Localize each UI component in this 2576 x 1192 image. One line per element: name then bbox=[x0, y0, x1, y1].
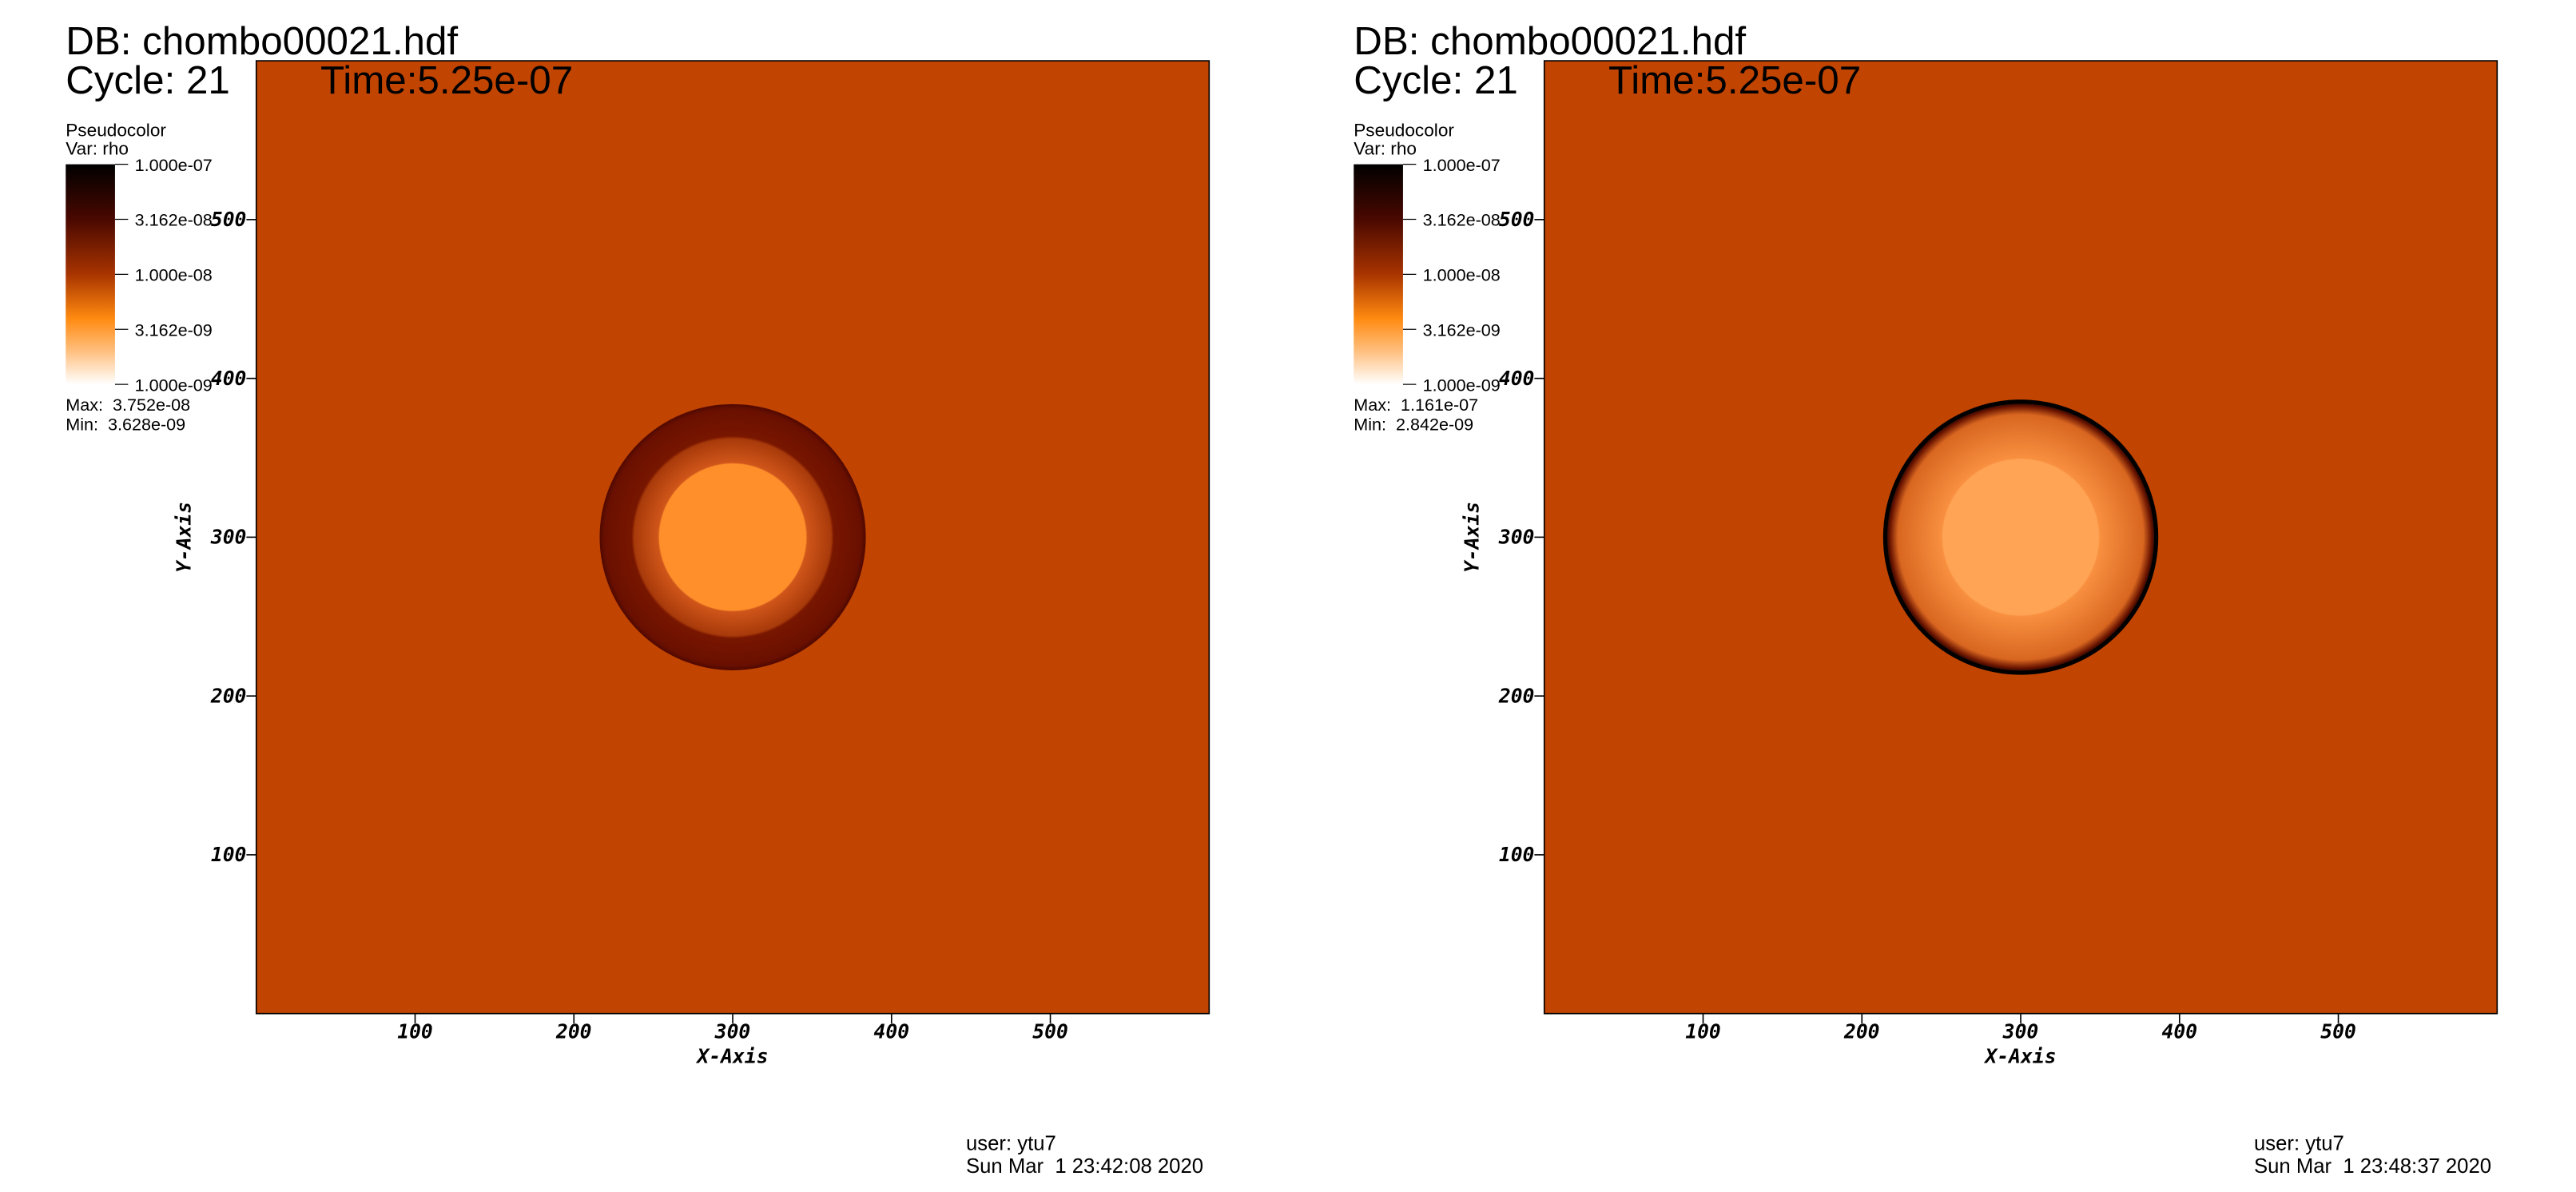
y-tick-label: 300 bbox=[210, 526, 247, 549]
time: Time:5.25e-07 bbox=[1608, 58, 1861, 102]
min-label: Min: 2.842e-09 bbox=[1354, 415, 1473, 435]
density-field bbox=[599, 403, 866, 670]
y-tick-label: 100 bbox=[1499, 843, 1535, 866]
y-tick-label: 200 bbox=[210, 684, 247, 707]
date-label: Sun Mar 1 23:48:37 2020 bbox=[2254, 1155, 2491, 1178]
panel: 100 200 300 400 500 100 200 300 400 500 X-Axis Y-Ax… bbox=[66, 19, 1210, 1178]
y-axis-label: Y-Axis bbox=[1461, 502, 1484, 573]
x-tick-label: 400 bbox=[874, 1020, 910, 1043]
colorbar-tick-label: 3.162e-08 bbox=[135, 210, 213, 230]
x-axis-label: X-Axis bbox=[695, 1044, 768, 1067]
date-label: Sun Mar 1 23:42:08 2020 bbox=[966, 1155, 1203, 1178]
x-tick-label: 300 bbox=[714, 1020, 751, 1043]
y-tick-label: 100 bbox=[211, 843, 247, 866]
x-tick-label: 200 bbox=[1843, 1020, 1880, 1043]
y-axis-label: Y-Axis bbox=[173, 502, 196, 573]
plot-label: Pseudocolor bbox=[66, 121, 166, 141]
cycle: Cycle: 21 bbox=[66, 58, 230, 102]
x-tick-label: 100 bbox=[397, 1020, 433, 1043]
panel: 100 200 300 400 500 100 200 300 400 500 X-Axis Y-Ax… bbox=[1354, 19, 2498, 1178]
y-tick-label: 300 bbox=[1498, 526, 1535, 549]
y-tick-label: 500 bbox=[211, 208, 247, 231]
var-label: Var: rho bbox=[1354, 138, 1417, 158]
plot-label: Pseudocolor bbox=[1354, 121, 1454, 141]
user-label: user: ytu7 bbox=[966, 1132, 1056, 1154]
x-tick-label: 500 bbox=[1032, 1020, 1068, 1043]
x-tick-label: 300 bbox=[2002, 1020, 2039, 1043]
colorbar-tick-label: 1.000e-08 bbox=[135, 265, 213, 285]
time: Time:5.25e-07 bbox=[320, 58, 573, 102]
shock-ring bbox=[1882, 399, 2159, 675]
x-tick-label: 500 bbox=[2320, 1020, 2356, 1043]
x-tick-label: 400 bbox=[2162, 1020, 2198, 1043]
x-tick-label: 100 bbox=[1685, 1020, 1721, 1043]
cycle: Cycle: 21 bbox=[1354, 58, 1518, 102]
db-title: DB: chombo00021.hdf bbox=[1354, 19, 1746, 63]
x-axis-label: X-Axis bbox=[1983, 1044, 2056, 1067]
colorbar-tick-label: 1.000e-07 bbox=[1423, 155, 1501, 175]
max-label: Max: 3.752e-08 bbox=[66, 395, 190, 415]
min-label: Min: 3.628e-09 bbox=[66, 415, 185, 435]
y-tick-label: 400 bbox=[1499, 367, 1535, 390]
x-tick-label: 200 bbox=[555, 1020, 592, 1043]
user-label: user: ytu7 bbox=[2254, 1132, 2344, 1154]
y-tick-label: 500 bbox=[1499, 208, 1535, 231]
colorbar bbox=[1354, 164, 1403, 385]
colorbar-tick-label: 1.000e-07 bbox=[135, 155, 213, 175]
colorbar-tick-label: 1.000e-08 bbox=[1423, 265, 1501, 285]
colorbar-tick-label: 3.162e-09 bbox=[135, 320, 213, 340]
colorbar-tick-label: 3.162e-08 bbox=[1423, 210, 1501, 230]
colorbar-tick-label: 3.162e-09 bbox=[1423, 320, 1501, 340]
colorbar-tick-label: 1.000e-09 bbox=[135, 375, 213, 395]
colorbar-tick-label: 1.000e-09 bbox=[1423, 375, 1501, 395]
colorbar bbox=[66, 164, 115, 385]
y-tick-label: 200 bbox=[1498, 684, 1535, 707]
density-field bbox=[1884, 400, 2157, 674]
db-title: DB: chombo00021.hdf bbox=[66, 19, 458, 63]
y-tick-label: 400 bbox=[211, 367, 247, 390]
max-label: Max: 1.161e-07 bbox=[1354, 395, 1478, 415]
var-label: Var: rho bbox=[66, 138, 129, 158]
